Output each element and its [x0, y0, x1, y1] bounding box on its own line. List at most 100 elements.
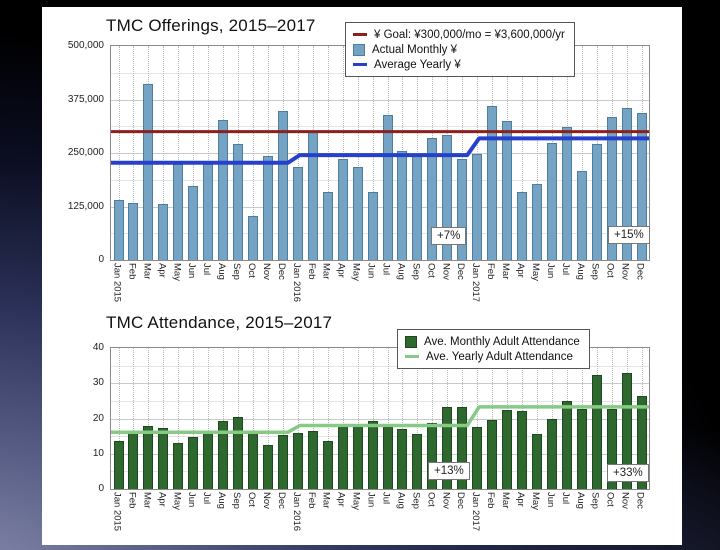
x-tick-label: May [529, 492, 541, 510]
x-tick-label: Mar [141, 492, 153, 509]
x-tick-label: Jan 2015 [111, 263, 123, 303]
bar-feb [128, 203, 139, 260]
x-tick-label: Jun [365, 263, 377, 279]
x-tick-label: Feb [305, 492, 317, 509]
bar-feb [307, 431, 318, 489]
x-tick-label: Sep [410, 492, 422, 509]
y-tick-label: 40 [92, 342, 104, 353]
bar-nov [621, 107, 632, 260]
x-tick-label: Mar [500, 492, 511, 509]
x-tick-label: Nov [260, 492, 272, 509]
x-tick-label: May [350, 492, 362, 510]
x-tick-label: Dec [275, 263, 287, 280]
x-tick-label: Jun [544, 492, 556, 508]
bar-jan-2016 [292, 433, 303, 489]
bar-mar [322, 441, 333, 489]
x-tick-label: Jul [201, 492, 213, 505]
bar-feb [128, 432, 139, 489]
bar-dec [636, 112, 647, 260]
bar-jan-2015 [113, 441, 124, 489]
y-tick-label: 250,000 [67, 147, 104, 158]
gridline-horizontal [111, 179, 649, 181]
bar-jul [382, 114, 393, 260]
bar-jan-2016 [292, 167, 303, 260]
x-tick-label: May [350, 263, 362, 281]
x-tick-label: Sep [410, 263, 422, 280]
bar-nov [262, 156, 273, 260]
gridline-horizontal [111, 99, 649, 101]
x-tick-label: Dec [275, 492, 287, 509]
x-tick-label: Oct [604, 492, 616, 507]
x-tick-label: Apr [515, 492, 526, 507]
bar-jun [546, 418, 557, 489]
gridline-horizontal [111, 233, 649, 235]
bar-mar [322, 192, 333, 260]
x-tick-label: Sep [231, 263, 242, 280]
x-tick-label: Nov [619, 263, 631, 280]
attendance-plot-area [110, 347, 650, 490]
x-tick-label: Jun [365, 492, 377, 508]
bar-jul [203, 164, 214, 260]
x-tick-label: Aug [395, 263, 407, 280]
x-tick-label: May [529, 263, 541, 281]
bar-sep [591, 144, 602, 260]
gridline-horizontal [111, 126, 649, 128]
x-tick-label: Oct [425, 492, 437, 507]
legend-label-actual-monthly: Actual Monthly ¥ [372, 43, 458, 56]
x-tick-label: Feb [305, 263, 317, 280]
x-tick-label: Feb [126, 492, 138, 509]
y-tick-label: 500,000 [67, 40, 104, 51]
bar-aug [576, 409, 587, 489]
bar-jul [561, 401, 572, 489]
x-tick-label: Oct [604, 263, 616, 278]
legend-label-yearly-attendance: Ave. Yearly Adult Attendance [426, 350, 573, 363]
x-tick-label: Jul [380, 492, 392, 505]
legend-row-yearly-attendance: Ave. Yearly Adult Attendance [405, 349, 580, 364]
x-tick-label: Feb [126, 263, 138, 280]
bar-jun [367, 192, 378, 260]
y-tick-label: 125,000 [67, 200, 104, 212]
bar-apr [158, 203, 169, 260]
bar-jan-2015 [113, 200, 124, 260]
x-tick-label: Jun [186, 492, 198, 508]
x-tick-label: Mar [141, 263, 153, 280]
legend-row-actual-monthly: Actual Monthly ¥ [353, 42, 565, 57]
x-tick-label: Sep [231, 492, 242, 509]
bar-aug [576, 171, 587, 260]
x-tick-label: Jan 2017 [470, 263, 482, 303]
bar-jun [188, 436, 199, 489]
gridline-horizontal [111, 206, 649, 208]
attendance-legend: Ave. Monthly Adult Attendance Ave. Yearl… [397, 329, 590, 369]
x-tick-label: Sep [589, 263, 601, 280]
goal-line-swatch [353, 33, 367, 36]
bar-apr [337, 158, 348, 260]
x-tick-label: Dec [634, 492, 646, 509]
bar-sep [412, 154, 423, 260]
offerings-legend: ¥ Goal: ¥300,000/mo = ¥3,600,000/yr Actu… [345, 22, 575, 77]
x-tick-label: Jul [201, 263, 213, 276]
x-tick-label: Dec [634, 263, 646, 280]
y-tick-label: 10 [92, 447, 104, 459]
x-tick-label: Aug [574, 263, 586, 280]
bar-jan-2017 [472, 427, 483, 489]
gridline-horizontal [111, 365, 649, 367]
x-tick-label: Mar [320, 263, 332, 280]
bar-jul [382, 427, 393, 489]
x-tick-label: Dec [455, 263, 467, 280]
bar-may [352, 427, 363, 489]
x-tick-label: May [171, 492, 183, 510]
x-tick-label: Aug [216, 492, 228, 509]
gridline-horizontal [111, 400, 649, 402]
bar-aug [397, 429, 408, 489]
legend-label-monthly-attendance: Ave. Monthly Adult Attendance [424, 335, 580, 348]
offerings-chart-title: TMC Offerings, 2015–2017 [106, 16, 316, 35]
x-tick-label: Nov [440, 263, 452, 280]
bar-dec [636, 396, 647, 489]
bar-may [173, 164, 184, 260]
bar-jul [203, 430, 214, 489]
y-tick-label: 0 [98, 483, 104, 494]
bar-oct [248, 432, 258, 489]
bar-may [531, 433, 542, 489]
annotation-offerings-2017: +15% [608, 226, 650, 244]
bar-jun [546, 143, 557, 260]
